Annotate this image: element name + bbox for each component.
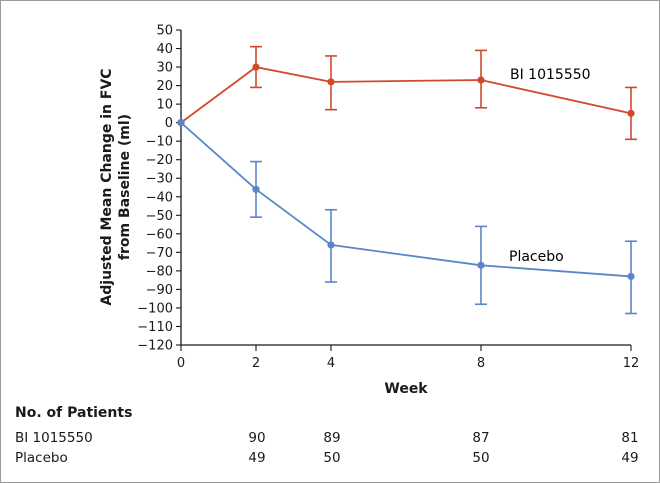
y-tick-label: −70 xyxy=(146,246,173,261)
y-tick-label: −60 xyxy=(146,227,173,242)
y-tick-label: −50 xyxy=(146,209,173,224)
y-tick-label: −90 xyxy=(146,283,173,298)
y-tick-label: −110 xyxy=(137,320,173,335)
patients-row-bi-1015550: BI 1015550 90 89 87 81 xyxy=(15,430,655,448)
series-label-bi-1015550: BI 1015550 xyxy=(510,67,591,83)
patients-row-label: Placebo xyxy=(15,450,68,466)
data-point xyxy=(477,261,485,269)
x-tick-label: 2 xyxy=(252,356,260,371)
patients-count: 50 xyxy=(323,450,341,466)
data-point xyxy=(477,76,485,84)
data-point xyxy=(177,119,185,127)
patients-count: 49 xyxy=(248,450,266,466)
x-axis-title: Week xyxy=(384,381,428,397)
y-tick-label: −120 xyxy=(137,339,173,354)
x-tick-label: 0 xyxy=(177,356,185,371)
series-label-placebo: Placebo xyxy=(509,249,564,265)
patients-count: 81 xyxy=(621,430,639,446)
x-tick-label: 12 xyxy=(623,356,640,371)
x-tick-label: 4 xyxy=(327,356,335,371)
data-point xyxy=(327,78,335,86)
data-point xyxy=(252,63,260,71)
y-tick-label: −40 xyxy=(146,190,173,205)
series-bi-1015550 xyxy=(177,45,637,141)
data-point xyxy=(327,241,335,249)
y-tick-label: −20 xyxy=(146,153,173,168)
y-tick-label: 20 xyxy=(156,79,173,94)
y-tick-label: −30 xyxy=(146,172,173,187)
y-tick-label: −10 xyxy=(146,135,173,150)
series-placebo xyxy=(177,119,637,315)
y-axis-title-line-2: from Baseline (ml) xyxy=(117,114,133,260)
y-tick-label: 0 xyxy=(165,116,173,131)
y-tick-label: 30 xyxy=(156,61,173,76)
data-point xyxy=(627,272,635,281)
x-tick-label: 8 xyxy=(477,356,485,371)
y-axis-title: Adjusted Mean Change in FVC from Baselin… xyxy=(99,68,133,305)
y-tick-label: −80 xyxy=(146,264,173,279)
data-point xyxy=(252,185,260,193)
y-tick-label: −100 xyxy=(137,301,173,316)
patients-count: 90 xyxy=(248,430,266,446)
patients-count: 89 xyxy=(323,430,341,446)
y-axis-title-line-1: Adjusted Mean Change in FVC xyxy=(99,68,115,305)
y-tick-label: 40 xyxy=(156,42,173,57)
patients-row-label: BI 1015550 xyxy=(15,430,93,446)
patients-count: 49 xyxy=(621,450,639,466)
data-point xyxy=(627,109,635,117)
y-tick-label: 10 xyxy=(156,98,173,113)
patients-table-title: No. of Patients xyxy=(15,405,133,421)
patients-count: 50 xyxy=(472,450,490,466)
patients-row-placebo: Placebo 49 50 50 49 xyxy=(15,450,655,468)
y-tick-label: 50 xyxy=(156,24,173,39)
patients-count: 87 xyxy=(472,430,490,446)
